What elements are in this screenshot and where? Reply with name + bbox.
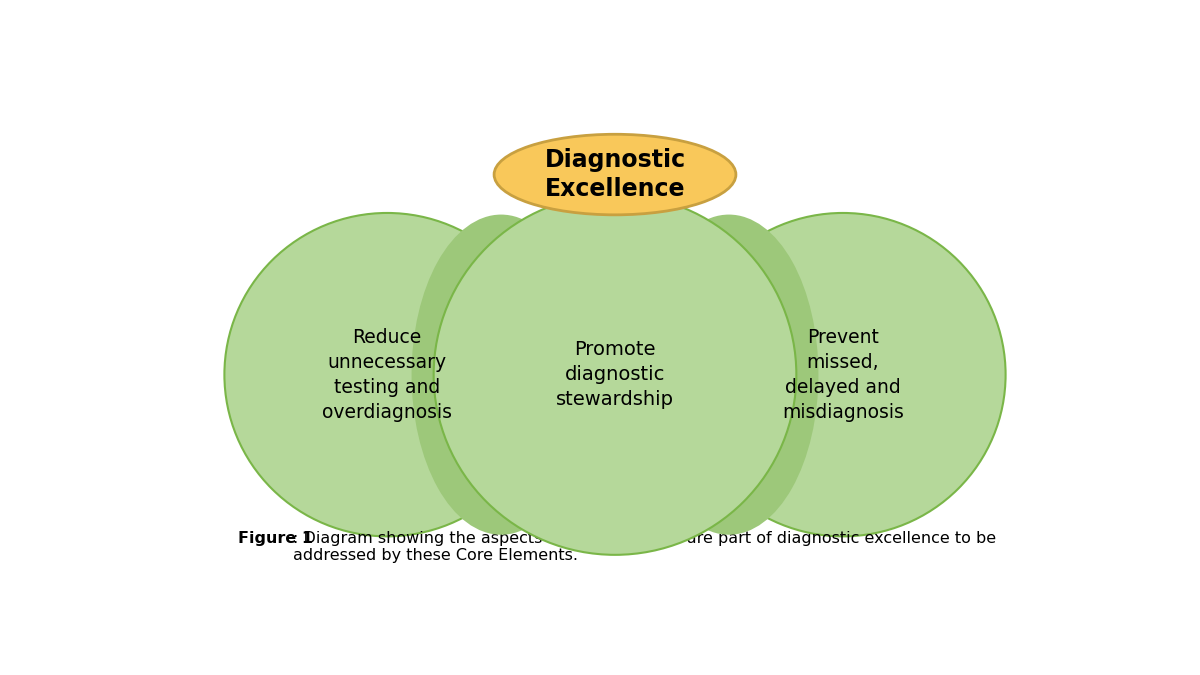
Text: Reduce
unnecessary
testing and
overdiagnosis: Reduce unnecessary testing and overdiagn… xyxy=(322,327,452,422)
Ellipse shape xyxy=(680,213,1006,537)
Ellipse shape xyxy=(224,213,550,537)
Text: Promote
diagnostic
stewardship: Promote diagnostic stewardship xyxy=(556,340,674,409)
Ellipse shape xyxy=(494,134,736,215)
Text: Diagnostic
Excellence: Diagnostic Excellence xyxy=(545,148,685,201)
Ellipse shape xyxy=(640,215,818,535)
Ellipse shape xyxy=(433,194,797,555)
Ellipse shape xyxy=(412,215,590,535)
Text: Prevent
missed,
delayed and
misdiagnosis: Prevent missed, delayed and misdiagnosis xyxy=(782,327,904,422)
Text: Figure 1: Figure 1 xyxy=(239,531,313,545)
Text: : Diagram showing the aspects of diagnosis that are part of diagnostic excellenc: : Diagram showing the aspects of diagnos… xyxy=(293,531,996,563)
